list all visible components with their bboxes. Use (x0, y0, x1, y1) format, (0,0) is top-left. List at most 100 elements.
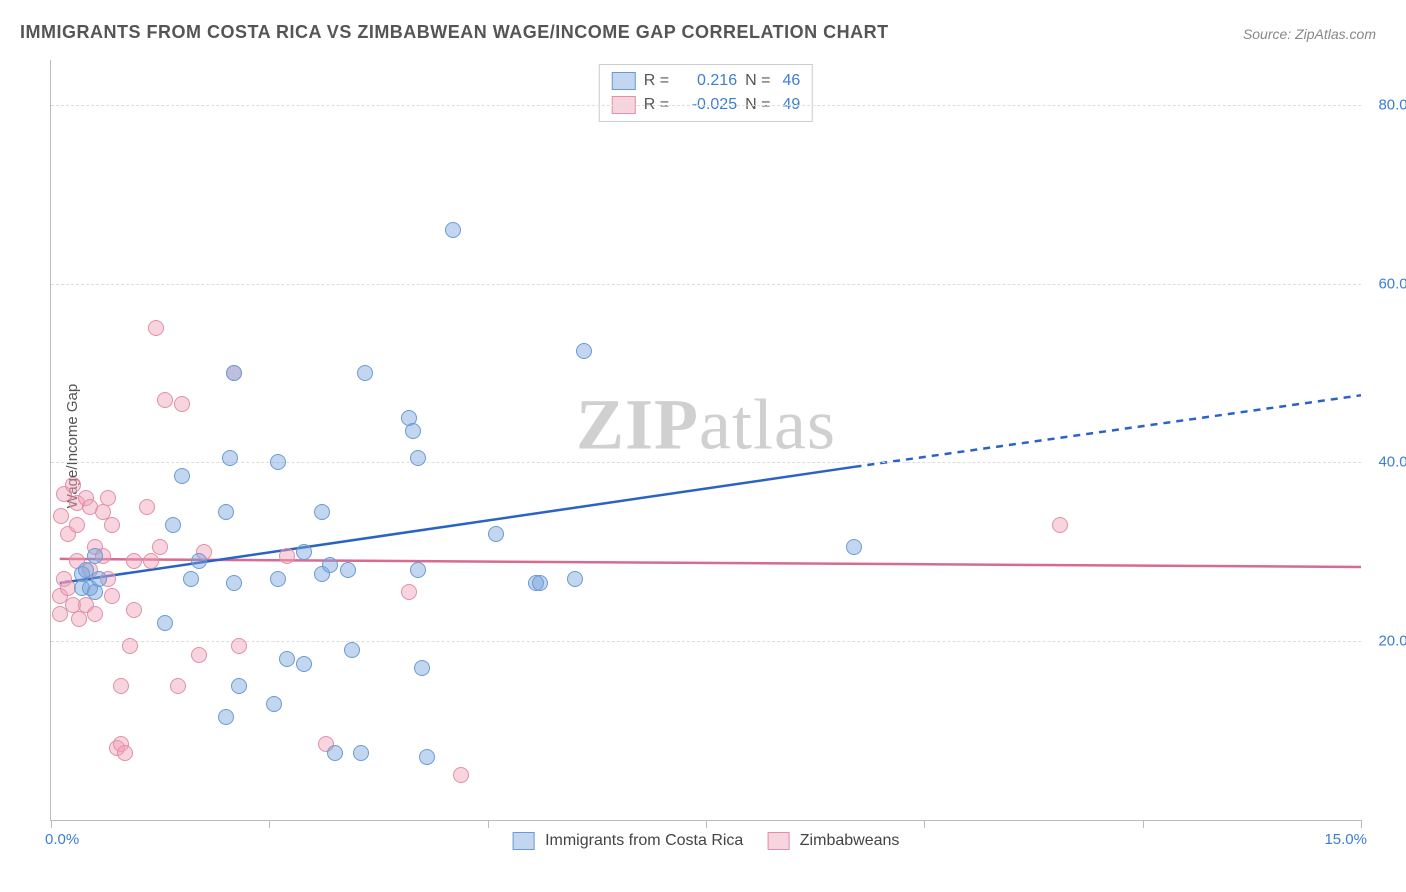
data-point (122, 638, 138, 654)
r-value-0: 0.216 (677, 69, 737, 93)
data-point (445, 222, 461, 238)
correlation-legend: R = 0.216 N = 46 R = -0.025 N = 49 (599, 64, 813, 122)
data-point (357, 365, 373, 381)
x-axis-label-right: 15.0% (1324, 831, 1367, 848)
data-point (218, 709, 234, 725)
data-point (165, 517, 181, 533)
watermark-atlas: atlas (699, 384, 836, 464)
y-tick-label: 60.0% (1378, 275, 1406, 292)
data-point (87, 606, 103, 622)
data-point (91, 571, 107, 587)
watermark-zip: ZIP (576, 384, 699, 464)
data-point (296, 656, 312, 672)
data-point (117, 745, 133, 761)
x-tick (488, 820, 489, 828)
data-point (488, 526, 504, 542)
x-tick (706, 820, 707, 828)
legend-item-1: Zimbabweans (767, 832, 899, 850)
trend-lines (51, 60, 1361, 820)
data-point (327, 745, 343, 761)
data-point (157, 615, 173, 631)
series-legend: Immigrants from Costa Rica Zimbabweans (513, 832, 900, 850)
data-point (419, 749, 435, 765)
data-point (148, 320, 164, 336)
data-point (139, 499, 155, 515)
data-point (279, 548, 295, 564)
data-point (218, 504, 234, 520)
x-tick (269, 820, 270, 828)
data-point (322, 557, 338, 573)
data-point (231, 638, 247, 654)
data-point (344, 642, 360, 658)
legend-swatch-bottom-1 (767, 832, 789, 850)
chart-container: IMMIGRANTS FROM COSTA RICA VS ZIMBABWEAN… (0, 0, 1406, 892)
x-axis-label-left: 0.0% (45, 831, 79, 848)
n-value-0: 46 (782, 69, 800, 93)
chart-title: IMMIGRANTS FROM COSTA RICA VS ZIMBABWEAN… (20, 22, 889, 43)
grid-line (51, 105, 1361, 106)
data-point (222, 450, 238, 466)
data-point (157, 392, 173, 408)
data-point (231, 678, 247, 694)
legend-row-series-0: R = 0.216 N = 46 (612, 69, 800, 93)
grid-line (51, 641, 1361, 642)
y-tick-label: 20.0% (1378, 633, 1406, 650)
x-tick (1361, 820, 1362, 828)
data-point (53, 508, 69, 524)
data-point (152, 539, 168, 555)
data-point (126, 602, 142, 618)
data-point (567, 571, 583, 587)
data-point (226, 575, 242, 591)
data-point (65, 477, 81, 493)
data-point (414, 660, 430, 676)
data-point (279, 651, 295, 667)
n-label-0: N = (745, 69, 770, 93)
watermark: ZIPatlas (576, 383, 836, 466)
data-point (270, 454, 286, 470)
legend-item-0: Immigrants from Costa Rica (513, 832, 744, 850)
data-point (266, 696, 282, 712)
data-point (401, 584, 417, 600)
data-point (453, 767, 469, 783)
data-point (183, 571, 199, 587)
data-point (353, 745, 369, 761)
data-point (226, 365, 242, 381)
data-point (100, 490, 116, 506)
data-point (1052, 517, 1068, 533)
x-tick (1143, 820, 1144, 828)
data-point (113, 678, 129, 694)
series-name-1: Zimbabweans (800, 832, 900, 849)
data-point (410, 562, 426, 578)
data-point (104, 588, 120, 604)
data-point (191, 553, 207, 569)
data-point (270, 571, 286, 587)
legend-swatch-bottom-0 (513, 832, 535, 850)
y-tick-label: 40.0% (1378, 454, 1406, 471)
data-point (170, 678, 186, 694)
data-point (340, 562, 356, 578)
data-point (174, 396, 190, 412)
data-point (846, 539, 862, 555)
data-point (69, 517, 85, 533)
series-name-0: Immigrants from Costa Rica (545, 832, 743, 849)
grid-line (51, 284, 1361, 285)
data-point (314, 504, 330, 520)
data-point (405, 423, 421, 439)
data-point (87, 548, 103, 564)
legend-swatch-0 (612, 72, 636, 90)
x-tick (924, 820, 925, 828)
r-label-0: R = (644, 69, 669, 93)
data-point (532, 575, 548, 591)
data-point (296, 544, 312, 560)
grid-line (51, 462, 1361, 463)
data-point (191, 647, 207, 663)
data-point (126, 553, 142, 569)
y-tick-label: 80.0% (1378, 96, 1406, 113)
source-attribution: Source: ZipAtlas.com (1243, 26, 1376, 42)
plot-area: ZIPatlas R = 0.216 N = 46 R = -0.025 N =… (50, 60, 1361, 821)
data-point (576, 343, 592, 359)
data-point (410, 450, 426, 466)
data-point (174, 468, 190, 484)
data-point (104, 517, 120, 533)
data-point (143, 553, 159, 569)
